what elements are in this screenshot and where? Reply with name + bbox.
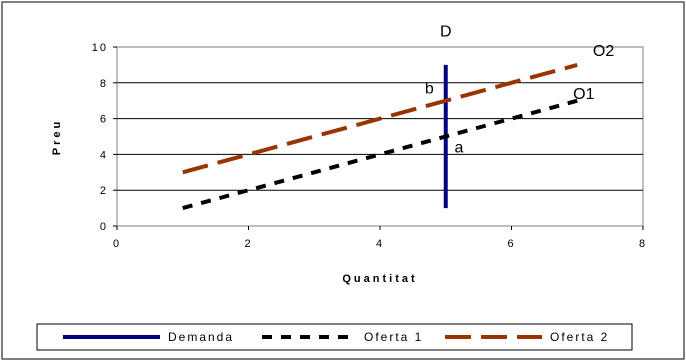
y-tick-label-4: 8 [100, 78, 108, 90]
y-tick-label-1: 2 [100, 185, 108, 197]
plot-area [116, 46, 644, 227]
x-tick-label-3: 6 [507, 238, 515, 250]
series-layer [182, 62, 578, 211]
annotation-o2: O2 [593, 43, 614, 60]
y-tick-label-2: 4 [100, 149, 108, 161]
annotations: D O2 O1 b a [425, 23, 614, 156]
legend-label-oferta-2: Oferta 2 [550, 330, 609, 344]
y-tick-label-5: 10 [92, 42, 108, 54]
annotation-a: a [454, 140, 463, 157]
x-tick-label-0: 0 [113, 238, 121, 250]
axis-ticks: 0 2 4 6 8 10 0 2 4 6 8 [92, 42, 647, 250]
x-tick-label-4: 8 [639, 238, 647, 250]
annotation-o1: O1 [573, 86, 594, 103]
annotation-b: b [425, 81, 434, 98]
annotation-d: D [440, 23, 452, 40]
series-line-oferta-2 [182, 62, 578, 175]
y-axis-title: Preu [51, 119, 63, 155]
legend-label-oferta-1: Oferta 1 [364, 330, 423, 344]
y-tick-label-3: 6 [100, 114, 108, 126]
x-tick-label-2: 4 [376, 238, 384, 250]
x-axis-title: Quantitat [342, 273, 417, 285]
legend-items: Demanda Oferta 1 Oferta 2 [63, 330, 609, 344]
y-tick-label-0: 0 [100, 221, 108, 233]
legend: Demanda Oferta 1 Oferta 2 [36, 323, 633, 351]
x-tick-label-1: 2 [244, 238, 252, 250]
legend-label-demanda: Demanda [168, 330, 234, 344]
